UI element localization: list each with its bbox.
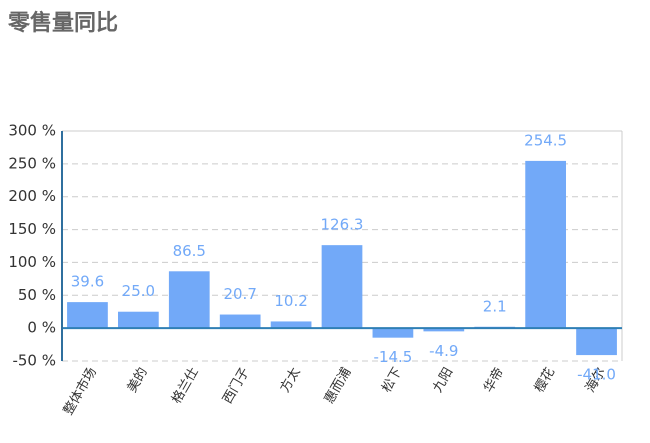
value-label: 10.2 <box>274 292 307 310</box>
bar <box>67 302 108 329</box>
value-label: 86.5 <box>173 242 206 260</box>
y-tick-label: 50 % <box>18 286 56 304</box>
x-tick-label: 华帝 <box>480 365 507 396</box>
value-label: 254.5 <box>524 131 567 149</box>
bar <box>118 311 159 329</box>
bar <box>423 328 465 332</box>
value-label: -14.5 <box>374 348 413 366</box>
value-label: -41.0 <box>577 366 616 384</box>
y-tick-label: 0 % <box>27 319 56 337</box>
bar <box>525 160 566 329</box>
x-tick-label: 西门子 <box>220 365 252 406</box>
x-tick-label: 方太 <box>277 365 304 396</box>
x-tick-label: 格兰仕 <box>168 365 201 407</box>
x-tick-label: 惠而浦 <box>322 365 354 406</box>
value-label: -4.9 <box>429 342 458 360</box>
value-label: 39.6 <box>71 273 104 291</box>
y-tick-label: -50 % <box>12 352 56 370</box>
x-tick-label: 樱花 <box>531 365 558 396</box>
y-tick-label: 150 % <box>8 220 56 238</box>
y-tick-label: 200 % <box>8 187 56 205</box>
value-label: 25.0 <box>122 282 155 300</box>
y-tick-label: 100 % <box>8 253 56 271</box>
y-tick-label: 300 % <box>8 122 56 140</box>
x-tick-label: 美的 <box>124 365 151 396</box>
bar <box>270 321 312 329</box>
value-label: 20.7 <box>223 285 256 303</box>
bar <box>372 328 414 338</box>
bar <box>219 314 261 329</box>
chart-title: 零售量同比 <box>7 10 118 36</box>
bar <box>321 245 363 329</box>
bar <box>168 271 210 329</box>
value-label: 2.1 <box>483 297 507 315</box>
x-tick-label: 整体市场 <box>60 365 100 418</box>
value-label: 126.3 <box>321 216 364 234</box>
bar <box>576 328 617 356</box>
y-tick-label: 250 % <box>8 154 56 172</box>
x-tick-label: 松下 <box>379 365 405 395</box>
x-tick-label: 九阳 <box>430 365 456 395</box>
